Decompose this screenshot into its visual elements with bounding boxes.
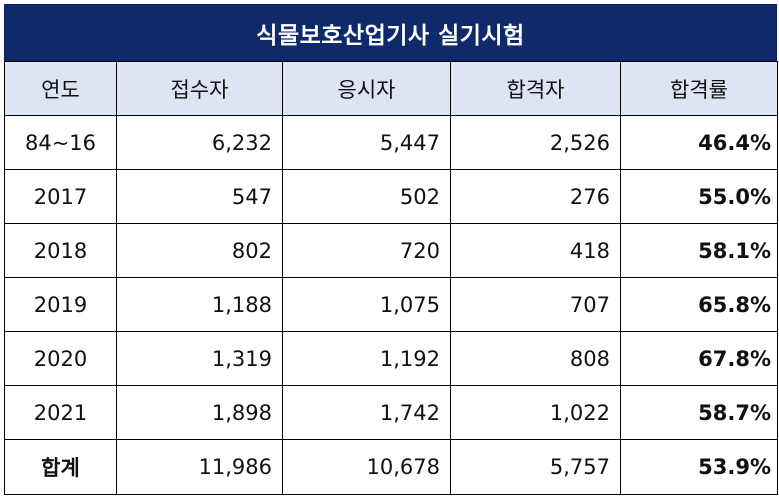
header-applicants: 접수자 bbox=[116, 61, 283, 116]
cell-pass-rate: 55.0% bbox=[620, 169, 778, 224]
cell-applicants: 1,188 bbox=[116, 277, 283, 332]
cell-year: 2018 bbox=[4, 223, 117, 278]
cell-pass-rate: 58.7% bbox=[620, 385, 778, 440]
cell-year: 2021 bbox=[4, 385, 117, 440]
cell-passers: 2,526 bbox=[450, 115, 621, 170]
cell-pass-rate: 65.8% bbox=[620, 277, 778, 332]
cell-passers: 707 bbox=[450, 277, 621, 332]
header-pass-rate: 합격률 bbox=[620, 61, 778, 116]
table-row: 2021 1,898 1,742 1,022 58.7% bbox=[4, 385, 778, 440]
cell-year: 84~16 bbox=[4, 115, 117, 170]
table-row: 2019 1,188 1,075 707 65.8% bbox=[4, 277, 778, 332]
cell-examinees: 1,075 bbox=[282, 277, 451, 332]
total-row: 합계 11,986 10,678 5,757 53.9% bbox=[4, 439, 778, 495]
cell-total-examinees: 10,678 bbox=[282, 439, 451, 495]
cell-examinees: 720 bbox=[282, 223, 451, 278]
cell-year: 2019 bbox=[4, 277, 117, 332]
header-examinees: 응시자 bbox=[282, 61, 451, 116]
exam-stats-table: 연도 접수자 응시자 합격자 합격률 84~16 6,232 5,447 2,5… bbox=[4, 61, 778, 495]
table-title: 식물보호산업기사 실기시험 bbox=[4, 4, 777, 61]
cell-examinees: 502 bbox=[282, 169, 451, 224]
table-row: 2017 547 502 276 55.0% bbox=[4, 169, 778, 224]
header-passers: 합격자 bbox=[450, 61, 621, 116]
cell-applicants: 1,898 bbox=[116, 385, 283, 440]
cell-examinees: 1,192 bbox=[282, 331, 451, 386]
table-row: 2020 1,319 1,192 808 67.8% bbox=[4, 331, 778, 386]
cell-passers: 418 bbox=[450, 223, 621, 278]
table-row: 2018 802 720 418 58.1% bbox=[4, 223, 778, 278]
cell-pass-rate: 58.1% bbox=[620, 223, 778, 278]
cell-pass-rate: 46.4% bbox=[620, 115, 778, 170]
header-row: 연도 접수자 응시자 합격자 합격률 bbox=[4, 61, 778, 116]
cell-applicants: 547 bbox=[116, 169, 283, 224]
stats-table-container: 식물보호산업기사 실기시험 연도 접수자 응시자 합격자 합격률 84~16 6… bbox=[4, 4, 778, 495]
cell-passers: 808 bbox=[450, 331, 621, 386]
cell-applicants: 6,232 bbox=[116, 115, 283, 170]
cell-applicants: 1,319 bbox=[116, 331, 283, 386]
cell-year: 2017 bbox=[4, 169, 117, 224]
cell-passers: 1,022 bbox=[450, 385, 621, 440]
cell-applicants: 802 bbox=[116, 223, 283, 278]
cell-examinees: 1,742 bbox=[282, 385, 451, 440]
cell-examinees: 5,447 bbox=[282, 115, 451, 170]
cell-year: 2020 bbox=[4, 331, 117, 386]
cell-total-label: 합계 bbox=[4, 439, 117, 495]
cell-pass-rate: 67.8% bbox=[620, 331, 778, 386]
cell-total-applicants: 11,986 bbox=[116, 439, 283, 495]
cell-passers: 276 bbox=[450, 169, 621, 224]
header-year: 연도 bbox=[4, 61, 117, 116]
table-row: 84~16 6,232 5,447 2,526 46.4% bbox=[4, 115, 778, 170]
cell-total-passers: 5,757 bbox=[450, 439, 621, 495]
cell-total-pass-rate: 53.9% bbox=[620, 439, 778, 495]
